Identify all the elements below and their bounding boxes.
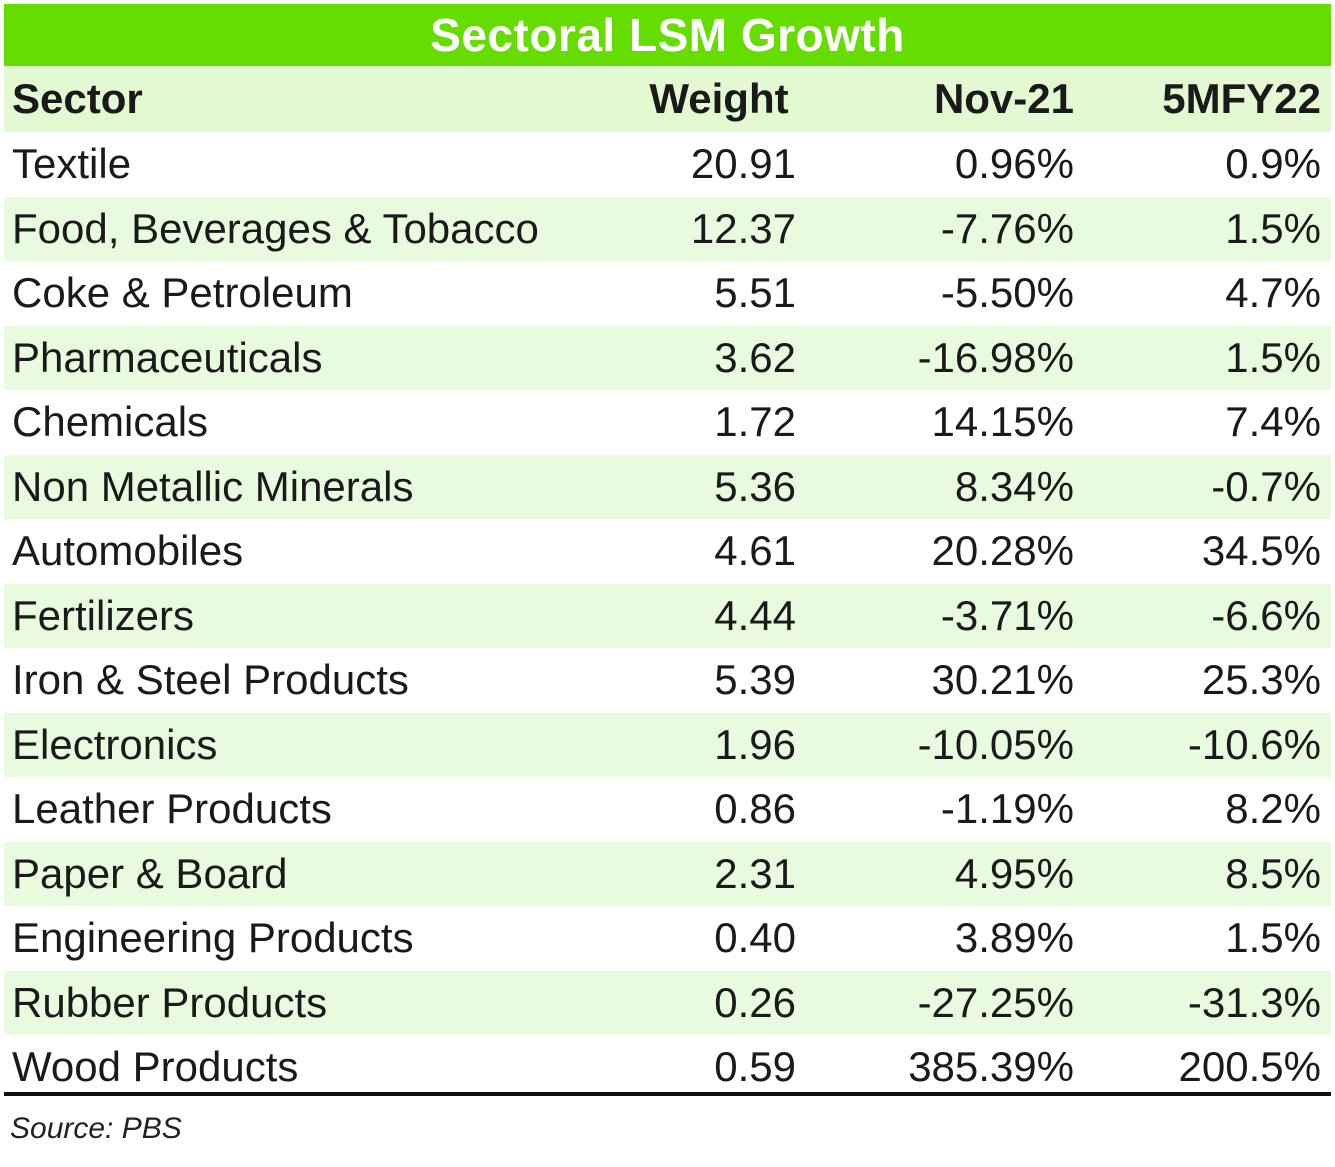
table-row: Non Metallic Minerals 5.36 8.34% -0.7%	[4, 454, 1331, 519]
cell-5mfy22: -31.3%	[1187, 978, 1321, 1026]
cell-5mfy22: 8.5%	[1225, 849, 1321, 897]
cell-weight: 0.26	[714, 978, 796, 1026]
table-row: Chemicals 1.72 14.15% 7.4%	[4, 390, 1331, 455]
cell-nov-21: 8.34%	[954, 462, 1074, 510]
cell-5mfy22: 8.2%	[1225, 785, 1321, 833]
table-row: Electronics 1.96 -10.05% -10.6%	[4, 712, 1331, 777]
cell-weight: 3.62	[714, 333, 796, 381]
cell-sector: Fertilizers	[12, 591, 195, 639]
cell-5mfy22: 0.9%	[1225, 140, 1321, 188]
cell-sector: Rubber Products	[12, 978, 328, 1026]
cell-sector: Electronics	[12, 720, 218, 768]
cell-nov-21: 3.89%	[954, 914, 1074, 962]
cell-weight: 5.36	[714, 462, 796, 510]
cell-sector: Wood Products	[12, 1043, 299, 1091]
cell-weight: 0.40	[714, 914, 796, 962]
cell-5mfy22: -0.7%	[1211, 462, 1321, 510]
cell-weight: 4.61	[714, 527, 796, 575]
cell-5mfy22: 1.5%	[1225, 914, 1321, 962]
column-header-nov-21: Nov-21	[933, 75, 1074, 122]
cell-weight: 5.39	[714, 656, 796, 704]
cell-sector: Paper & Board	[12, 849, 288, 897]
cell-sector: Non Metallic Minerals	[12, 462, 414, 510]
cell-weight: 5.51	[714, 269, 796, 317]
cell-weight: 12.37	[690, 204, 796, 252]
cell-5mfy22: -10.6%	[1187, 720, 1321, 768]
column-header-weight: Weight	[649, 75, 789, 122]
cell-weight: 0.86	[714, 785, 796, 833]
table-row: Wood Products 0.59 385.39% 200.5%	[4, 1035, 1331, 1100]
table-row: Paper & Board 2.31 4.95% 8.5%	[4, 841, 1331, 906]
table-row: Coke & Petroleum 5.51 -5.50% 4.7%	[4, 261, 1331, 326]
cell-5mfy22: 25.3%	[1201, 656, 1321, 704]
cell-weight: 1.72	[714, 398, 796, 446]
cell-nov-21: -27.25%	[917, 978, 1074, 1026]
cell-5mfy22: 1.5%	[1225, 204, 1321, 252]
cell-5mfy22: 200.5%	[1178, 1043, 1321, 1091]
cell-nov-21: -3.71%	[940, 591, 1074, 639]
cell-weight: 1.96	[714, 720, 796, 768]
table-row: Fertilizers 4.44 -3.71% -6.6%	[4, 583, 1331, 648]
cell-sector: Textile	[12, 140, 132, 188]
cell-weight: 20.91	[690, 140, 796, 188]
table-row: Food, Beverages & Tobacco 12.37 -7.76% 1.5%	[4, 196, 1331, 261]
cell-sector: Pharmaceuticals	[12, 333, 323, 381]
table-row: Rubber Products 0.26 -27.25% -31.3%	[4, 970, 1331, 1035]
cell-nov-21: 14.15%	[931, 398, 1074, 446]
column-header-sector: Sector	[12, 75, 143, 122]
cell-5mfy22: -6.6%	[1211, 591, 1321, 639]
cell-5mfy22: 4.7%	[1225, 269, 1321, 317]
cell-sector: Leather Products	[12, 785, 332, 833]
cell-sector: Coke & Petroleum	[12, 269, 353, 317]
table-row: Leather Products 0.86 -1.19% 8.2%	[4, 777, 1331, 842]
table-title: Sectoral LSM Growth	[4, 4, 1331, 66]
cell-sector: Iron & Steel Products	[12, 656, 409, 704]
cell-sector: Food, Beverages & Tobacco	[12, 204, 539, 252]
cell-nov-21: 0.96%	[954, 140, 1074, 188]
bottom-rule	[4, 1092, 1331, 1096]
table-row: Textile 20.91 0.96% 0.9%	[4, 132, 1331, 197]
table-row: Iron & Steel Products 5.39 30.21% 25.3%	[4, 648, 1331, 713]
table-row: Automobiles 4.61 20.28% 34.5%	[4, 519, 1331, 584]
cell-5mfy22: 1.5%	[1225, 333, 1321, 381]
cell-5mfy22: 7.4%	[1225, 398, 1321, 446]
table-row: Engineering Products 0.40 3.89% 1.5%	[4, 906, 1331, 971]
cell-nov-21: -16.98%	[917, 333, 1074, 381]
cell-weight: 2.31	[714, 849, 796, 897]
cell-nov-21: 385.39%	[908, 1043, 1074, 1091]
cell-sector: Chemicals	[12, 398, 209, 446]
cell-nov-21: -5.50%	[940, 269, 1074, 317]
header-row: Sector Weight Nov-21 5MFY22	[4, 66, 1331, 132]
table-body: Textile 20.91 0.96% 0.9% Food, Beverages & T…	[4, 132, 1331, 1100]
cell-5mfy22: 34.5%	[1201, 527, 1321, 575]
cell-nov-21: -7.76%	[940, 204, 1074, 252]
cell-weight: 4.44	[714, 591, 796, 639]
cell-nov-21: 4.95%	[954, 849, 1074, 897]
sectoral-lsm-table: Sector Weight Nov-21 5MFY22 Textile 20.91…	[4, 66, 1331, 1100]
cell-nov-21: 30.21%	[931, 656, 1074, 704]
column-header-5mfy22: 5MFY22	[1162, 75, 1321, 122]
cell-sector: Engineering Products	[12, 914, 414, 962]
cell-nov-21: 20.28%	[931, 527, 1074, 575]
cell-weight: 0.59	[714, 1043, 796, 1091]
cell-nov-21: -1.19%	[940, 785, 1074, 833]
source-note: Source: PBS	[10, 1112, 182, 1145]
table-row: Pharmaceuticals 3.62 -16.98% 1.5%	[4, 325, 1331, 390]
cell-nov-21: -10.05%	[917, 720, 1074, 768]
cell-sector: Automobiles	[12, 527, 244, 575]
